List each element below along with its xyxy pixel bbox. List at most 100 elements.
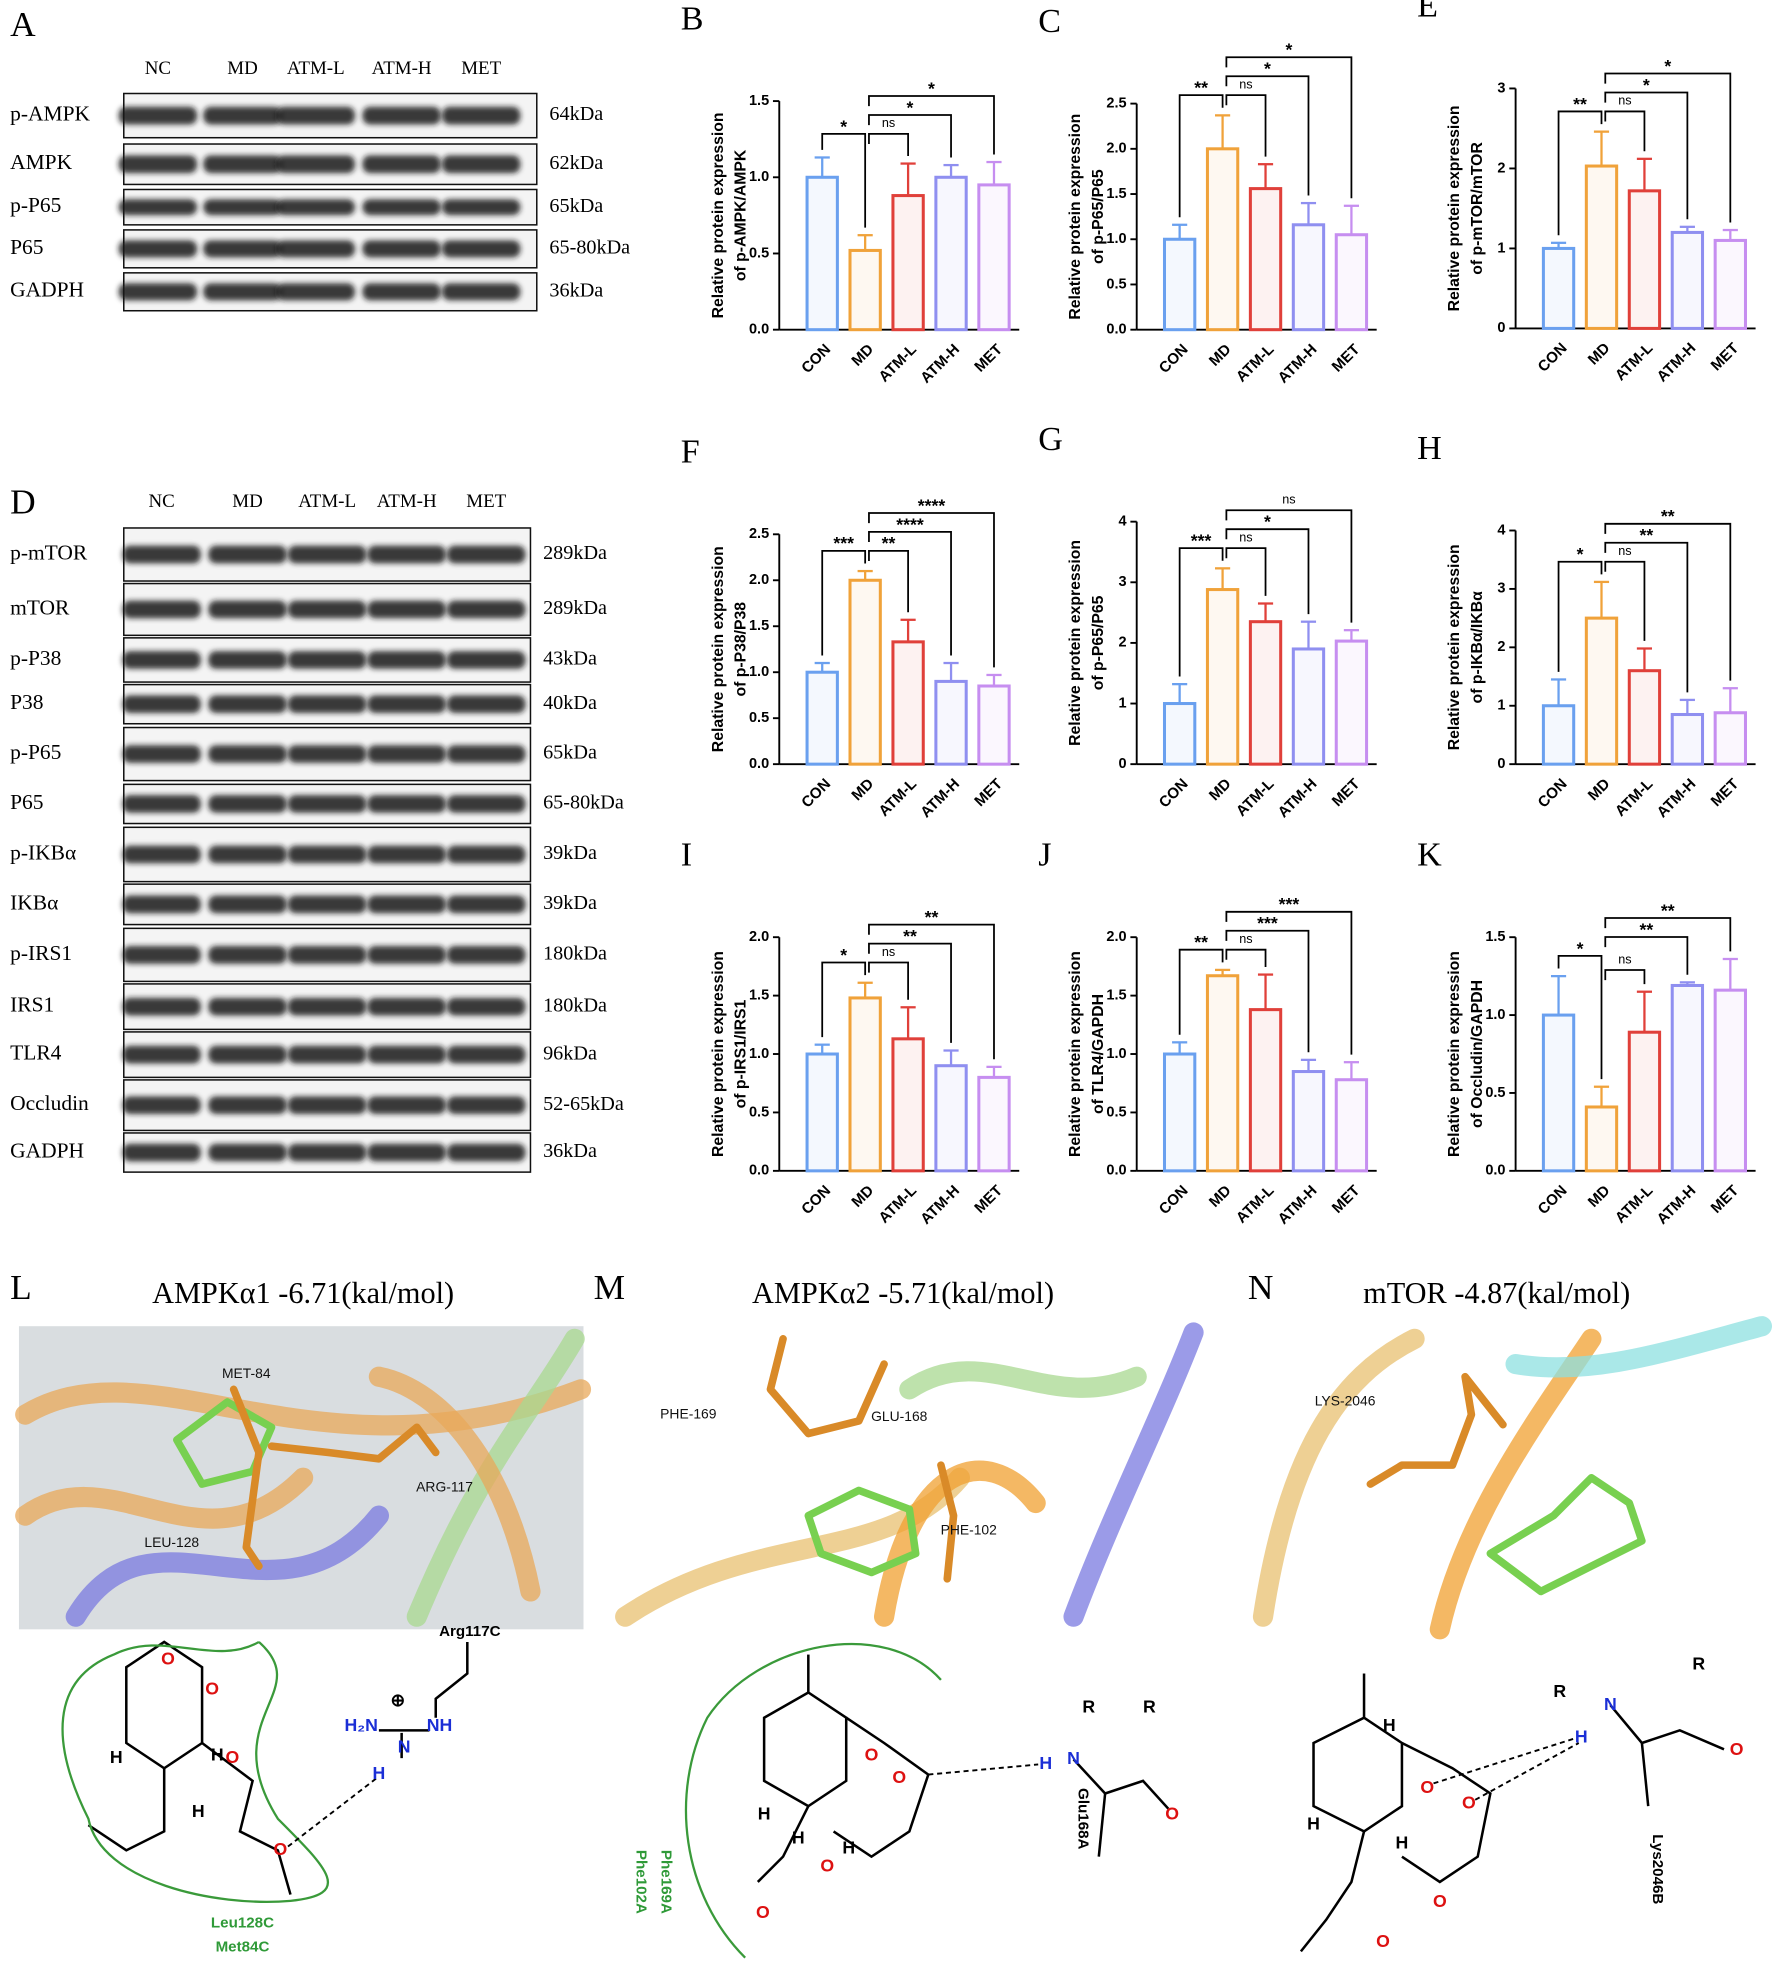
molecule-bond bbox=[1072, 1758, 1170, 1810]
blot-band bbox=[367, 545, 446, 564]
significance-label: * bbox=[1264, 512, 1271, 532]
bar bbox=[934, 679, 968, 766]
blot-band bbox=[287, 1096, 367, 1115]
molecular-weight: 39kDa bbox=[543, 842, 597, 864]
y-axis-label: Relative protein expression bbox=[1446, 105, 1463, 311]
blot-band bbox=[122, 845, 201, 864]
atom-label: O bbox=[1462, 1792, 1476, 1812]
atom-label: R bbox=[1692, 1653, 1705, 1673]
significance-bracket bbox=[1604, 917, 1732, 952]
atom-label: O bbox=[1376, 1931, 1390, 1951]
y-tick-label: 0 bbox=[1119, 756, 1127, 772]
residue-label-3d: PHE-102 bbox=[941, 1521, 998, 1537]
blot-band bbox=[362, 199, 441, 216]
bar bbox=[1205, 588, 1240, 766]
y-tick-label: 1.0 bbox=[749, 1046, 769, 1062]
x-tick-label: MD bbox=[1206, 775, 1235, 804]
panel-letter: L bbox=[10, 1267, 32, 1307]
blot-band bbox=[122, 1096, 201, 1115]
bar bbox=[1670, 712, 1705, 766]
molecule-bond bbox=[201, 1741, 292, 1895]
blot-band bbox=[122, 997, 201, 1016]
significance-label: * bbox=[907, 97, 914, 117]
y-axis-label: of TLR4/GAPDH bbox=[1090, 994, 1107, 1114]
significance-label: * bbox=[840, 945, 847, 965]
significance-label: ns bbox=[1618, 952, 1631, 966]
y-tick-label: 0.0 bbox=[1485, 1163, 1505, 1179]
panel-letter: N bbox=[1248, 1267, 1274, 1307]
y-tick-label: 2.0 bbox=[749, 929, 769, 945]
bar bbox=[848, 578, 882, 766]
bar bbox=[1670, 983, 1705, 1173]
significance-label: *** bbox=[833, 533, 854, 553]
significance-bracket bbox=[868, 942, 952, 1043]
blot-band bbox=[367, 845, 446, 864]
protein-label: p-IRS1 bbox=[10, 941, 72, 965]
bar-chart: H Relative protein expression of p-IKBα/IK… bbox=[1417, 430, 1756, 821]
significance-label: *** bbox=[1191, 530, 1212, 550]
y-axis-label: Relative protein expression bbox=[710, 546, 727, 752]
residue-label-3d: LYS-2046 bbox=[1315, 1393, 1376, 1409]
panel-letter: J bbox=[1038, 836, 1051, 873]
blot-band bbox=[447, 795, 526, 813]
residue-label-2d: Leu128C bbox=[211, 1915, 274, 1932]
y-tick-label: 1.5 bbox=[1106, 987, 1126, 1003]
panel-letter: A bbox=[10, 4, 36, 44]
docking-title: AMPKα2 -5.71(kal/mol) bbox=[752, 1276, 1054, 1310]
x-tick-label: ATM-L bbox=[876, 775, 921, 820]
significance-label: **** bbox=[918, 495, 946, 515]
blot-band bbox=[122, 1045, 201, 1064]
residue-label-2d: Met84C bbox=[216, 1939, 270, 1956]
blot-band bbox=[122, 600, 201, 619]
blot-band bbox=[208, 545, 287, 564]
molecular-weight: 43kDa bbox=[543, 648, 597, 670]
significance-bracket bbox=[1225, 910, 1353, 1055]
protein-ribbon bbox=[15, 1467, 314, 1529]
y-tick-label: 0.5 bbox=[749, 245, 769, 261]
blot-band bbox=[447, 651, 526, 669]
bar-chart: J Relative protein expression of TLR4/GAPD… bbox=[1038, 836, 1377, 1228]
x-tick-label: CON bbox=[1535, 1182, 1571, 1218]
atom-label: N bbox=[1067, 1748, 1080, 1768]
protein-ribbon bbox=[368, 1366, 541, 1602]
atom-label: H bbox=[110, 1747, 123, 1767]
molecule-bond bbox=[756, 1805, 810, 1883]
y-tick-label: 2 bbox=[1119, 635, 1127, 651]
protein-ribbon bbox=[1252, 1328, 1425, 1627]
blot-band bbox=[367, 795, 446, 813]
blot-band bbox=[367, 745, 446, 763]
atom-label: H bbox=[842, 1838, 855, 1858]
blot-band bbox=[362, 240, 441, 258]
bar bbox=[1541, 704, 1576, 766]
residue-label-3d: PHE-169 bbox=[660, 1405, 717, 1421]
bar bbox=[1248, 1008, 1283, 1173]
bar bbox=[1627, 1030, 1662, 1173]
blot-band bbox=[367, 1096, 446, 1115]
significance-label: **** bbox=[896, 514, 924, 534]
blot-band bbox=[208, 1096, 287, 1115]
y-tick-label: 0.0 bbox=[1106, 1163, 1126, 1179]
significance-bracket bbox=[1178, 547, 1224, 677]
protein-label: p-P65 bbox=[10, 193, 61, 217]
bar-chart: I Relative protein expression of p-IRS1/IR… bbox=[681, 836, 1020, 1228]
y-axis-label: of Occludin/GAPDH bbox=[1469, 980, 1486, 1128]
x-tick-label: ATM-H bbox=[1275, 341, 1321, 387]
blot-band bbox=[287, 695, 367, 713]
y-axis-label: of p-mTOR/mTOR bbox=[1469, 142, 1486, 275]
significance-label: ** bbox=[1661, 900, 1675, 920]
x-tick-label: ATM-H bbox=[1275, 775, 1321, 821]
significance-label: * bbox=[1577, 544, 1584, 564]
significance-label: * bbox=[840, 116, 847, 136]
significance-bracket bbox=[1604, 541, 1689, 693]
blot-band bbox=[122, 895, 201, 914]
atom-label: H bbox=[192, 1801, 205, 1821]
blot-band bbox=[287, 795, 367, 813]
western-blot: D NC MD ATM-L ATM-H MET p-mTOR 289kDa mTOR 289kDa… bbox=[10, 481, 624, 1173]
blot-band bbox=[442, 106, 521, 125]
x-tick-label: ATM-L bbox=[1233, 1182, 1278, 1227]
significance-bracket bbox=[821, 961, 867, 1038]
y-tick-label: 3 bbox=[1497, 581, 1505, 597]
x-tick-label: MET bbox=[1329, 775, 1364, 810]
blot-band bbox=[276, 240, 355, 258]
